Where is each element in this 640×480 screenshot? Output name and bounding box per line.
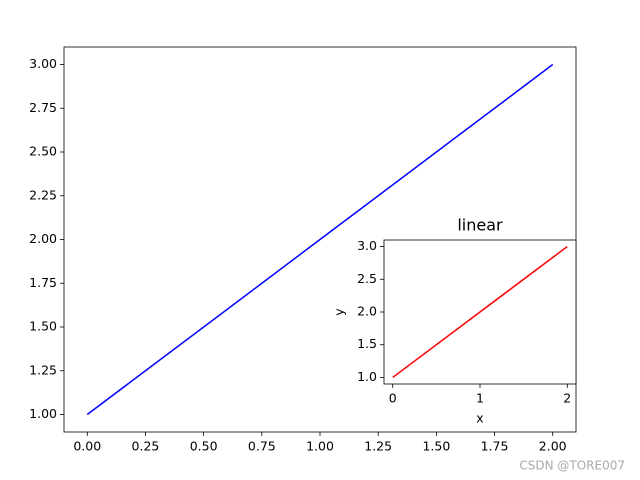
y-tick-label: 3.0 [357,238,377,253]
y-tick-label: 2.00 [29,231,57,246]
y-tick-label: 2.50 [29,144,57,159]
x-tick-label: 1 [476,391,484,406]
x-tick-label: 1.50 [422,439,450,454]
x-tick-label: 1.00 [306,439,334,454]
y-tick-label: 1.00 [29,406,57,421]
line [392,245,568,379]
x-tick-label: 0.00 [73,439,101,454]
y-tick-label: 1.0 [357,369,377,384]
axes-frame [63,46,577,433]
axes-frame [383,239,577,385]
y-tick-label: 2.25 [29,187,57,202]
x-tick-label: 2 [563,391,571,406]
x-tick-label: 0 [389,391,397,406]
x-tick-label: 1.25 [364,439,392,454]
y-tick-label: 2.75 [29,100,57,115]
y-tick-label: 2.0 [357,304,377,319]
x-tick-label: 0.50 [190,439,218,454]
y-tick-label: 1.75 [29,275,57,290]
y-tick-label: 1.50 [29,319,57,334]
x-axis-label: x [476,411,483,426]
y-tick-label: 1.25 [29,362,57,377]
y-tick-label: 2.5 [357,271,377,286]
y-tick-label: 3.00 [29,56,57,71]
x-tick-label: 2.00 [539,439,567,454]
x-tick-label: 0.25 [132,439,160,454]
watermark: CSDN @TORE007 [519,459,625,473]
y-axis-label: y [332,308,347,316]
y-tick-label: 1.5 [357,336,377,351]
chart-title: linear [457,216,503,235]
line [86,63,554,416]
x-tick-label: 1.75 [481,439,509,454]
x-tick-label: 0.75 [248,439,276,454]
